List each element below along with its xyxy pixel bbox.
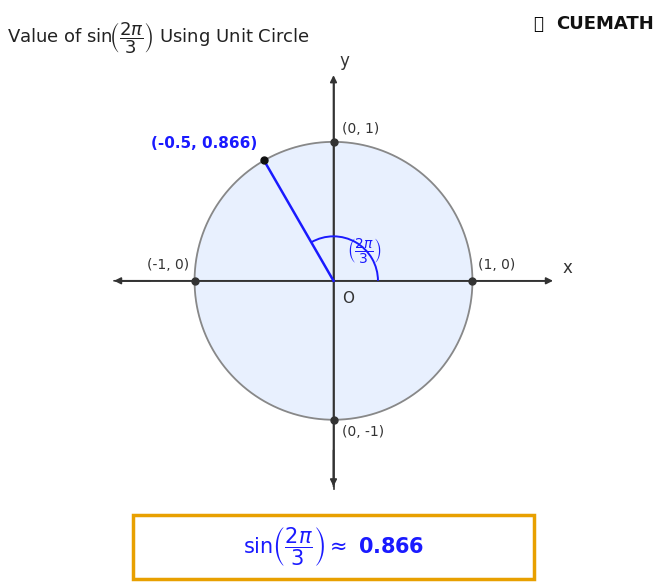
FancyBboxPatch shape bbox=[133, 515, 534, 579]
Text: $\mathrm{sin}\left(\dfrac{2\pi}{3}\right) \approx \ \mathbf{0.866}$: $\mathrm{sin}\left(\dfrac{2\pi}{3}\right… bbox=[243, 525, 424, 569]
Text: 🚀: 🚀 bbox=[534, 15, 544, 33]
Text: (0, 1): (0, 1) bbox=[342, 122, 379, 136]
Text: CUEMATH: CUEMATH bbox=[556, 15, 654, 33]
Text: y: y bbox=[339, 51, 349, 70]
Text: (-1, 0): (-1, 0) bbox=[147, 259, 189, 273]
Text: $\left(\dfrac{2\pi}{3}\right)$: $\left(\dfrac{2\pi}{3}\right)$ bbox=[348, 236, 382, 265]
Text: (0, -1): (0, -1) bbox=[342, 425, 384, 439]
Polygon shape bbox=[195, 142, 472, 419]
Text: (1, 0): (1, 0) bbox=[478, 259, 515, 273]
Text: (-0.5, 0.866): (-0.5, 0.866) bbox=[151, 136, 257, 151]
Text: x: x bbox=[563, 259, 573, 277]
Text: Value of $\mathrm{sin}\!\left(\dfrac{2\pi}{3}\right)$ Using Unit Circle: Value of $\mathrm{sin}\!\left(\dfrac{2\p… bbox=[7, 20, 309, 56]
Text: O: O bbox=[342, 291, 354, 305]
